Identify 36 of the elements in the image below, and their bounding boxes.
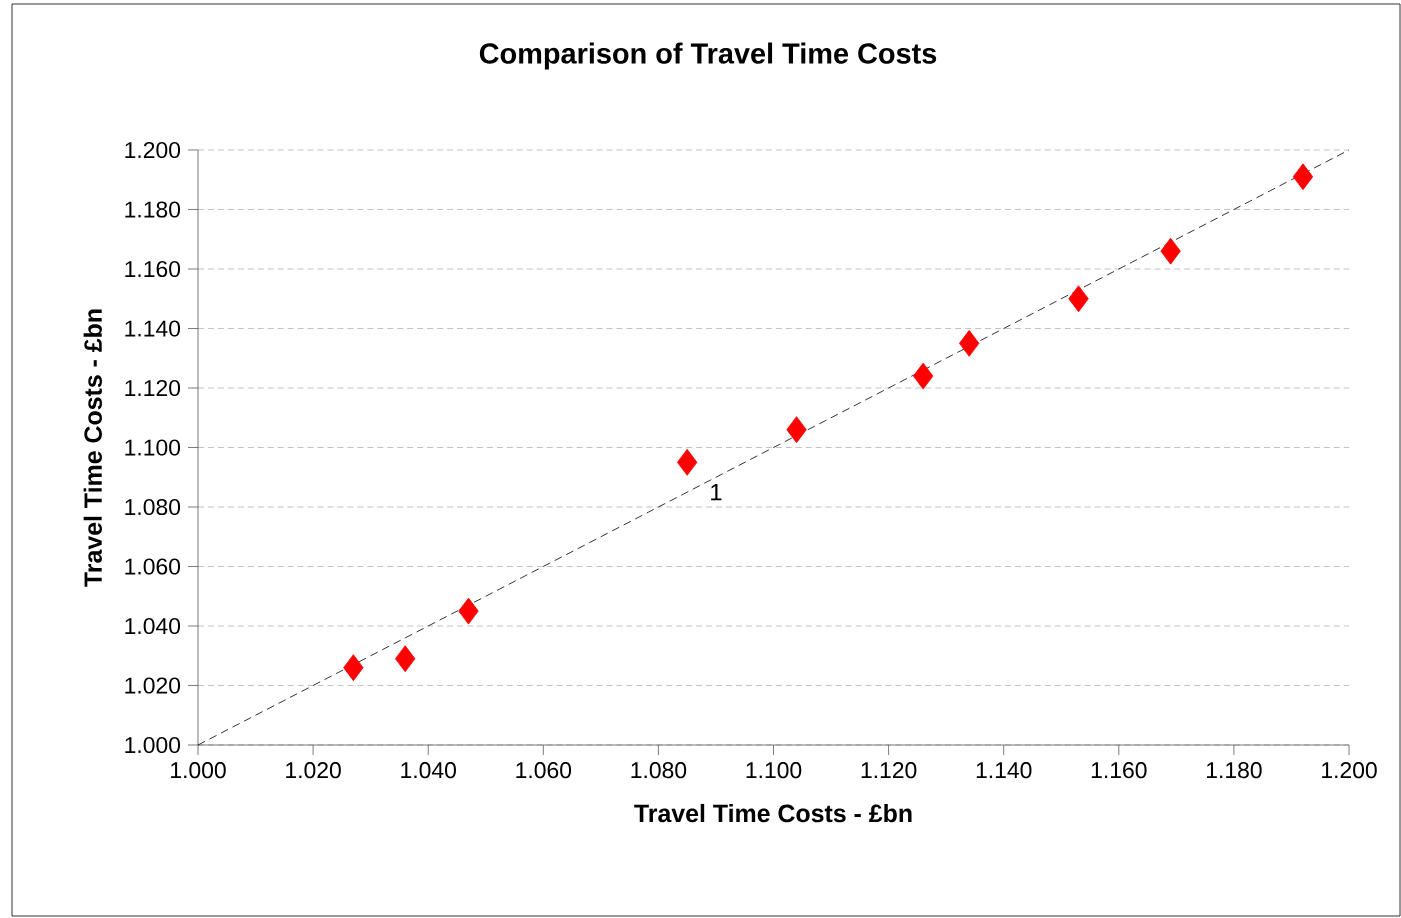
point <box>1292 163 1314 191</box>
x-tick-label: 1.160 <box>1091 762 1147 779</box>
x-tick-label: 1.060 <box>516 762 572 779</box>
point <box>912 362 934 390</box>
y-tick-label: 1.060 <box>125 558 181 575</box>
point <box>786 416 807 444</box>
x-tick-label: 1.000 <box>171 762 226 779</box>
x-tick-label: 1.040 <box>401 762 456 779</box>
x-tick-label: 1.020 <box>286 762 341 779</box>
y-tick-label: 1.180 <box>125 201 181 218</box>
y-tick-label: 1.040 <box>125 617 181 635</box>
point <box>343 654 364 682</box>
x-tick-label: 1.080 <box>631 762 687 779</box>
y-tick-label: 1.200 <box>125 141 181 159</box>
point <box>1160 237 1181 265</box>
chart-title: Comparison of Travel Time Costs <box>479 42 937 70</box>
point <box>395 645 416 673</box>
point <box>458 597 479 625</box>
point <box>959 329 980 357</box>
y-tick-label: 1.080 <box>125 498 181 516</box>
y-axis-title: Travel Time Costs - £bn <box>83 309 102 587</box>
point <box>1068 285 1089 313</box>
x-tick-label: 1.100 <box>746 762 802 779</box>
x-tick-label: 1.140 <box>976 762 1032 779</box>
y-tick-label: 1.160 <box>125 260 181 278</box>
x-tick-label: 1.180 <box>1206 762 1262 779</box>
x-tick-label: 1.200 <box>1322 762 1377 779</box>
y-tick-label: 1.100 <box>125 439 181 456</box>
point <box>677 448 698 476</box>
x-tick-label: 1.120 <box>861 762 917 779</box>
y-tick-label: 1.140 <box>125 320 181 337</box>
annotation: 1 <box>711 483 722 501</box>
y-tick-label: 1.000 <box>125 736 181 754</box>
y-tick-label: 1.020 <box>125 677 181 694</box>
y-tick-label: 1.120 <box>125 379 181 397</box>
x-axis-title: Travel Time Costs - £bn <box>634 803 912 823</box>
